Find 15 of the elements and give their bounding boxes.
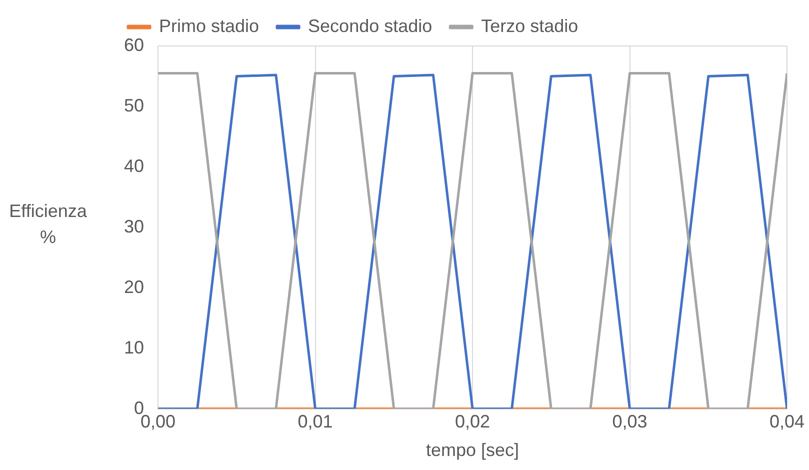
x-tick-label: 0,04 xyxy=(769,412,805,432)
x-tick-label: 0,02 xyxy=(454,412,490,432)
legend-label: Primo stadio xyxy=(159,16,260,36)
legend-label: Secondo stadio xyxy=(308,16,432,36)
y-tick-label: 30 xyxy=(124,216,144,236)
y-axis-title: Efficienza % xyxy=(8,200,88,249)
x-tick-label: 0,03 xyxy=(612,412,648,432)
y-tick-label: 60 xyxy=(124,34,144,55)
y-tick-label: 10 xyxy=(124,337,144,358)
y-tick-label: 50 xyxy=(124,95,144,116)
x-axis-title: tempo [sec] xyxy=(426,440,520,460)
y-tick-label: 40 xyxy=(124,156,144,176)
x-tick-label: 0,01 xyxy=(298,412,333,432)
y-tick-label: 20 xyxy=(124,276,144,297)
legend-label: Terzo stadio xyxy=(481,16,578,36)
